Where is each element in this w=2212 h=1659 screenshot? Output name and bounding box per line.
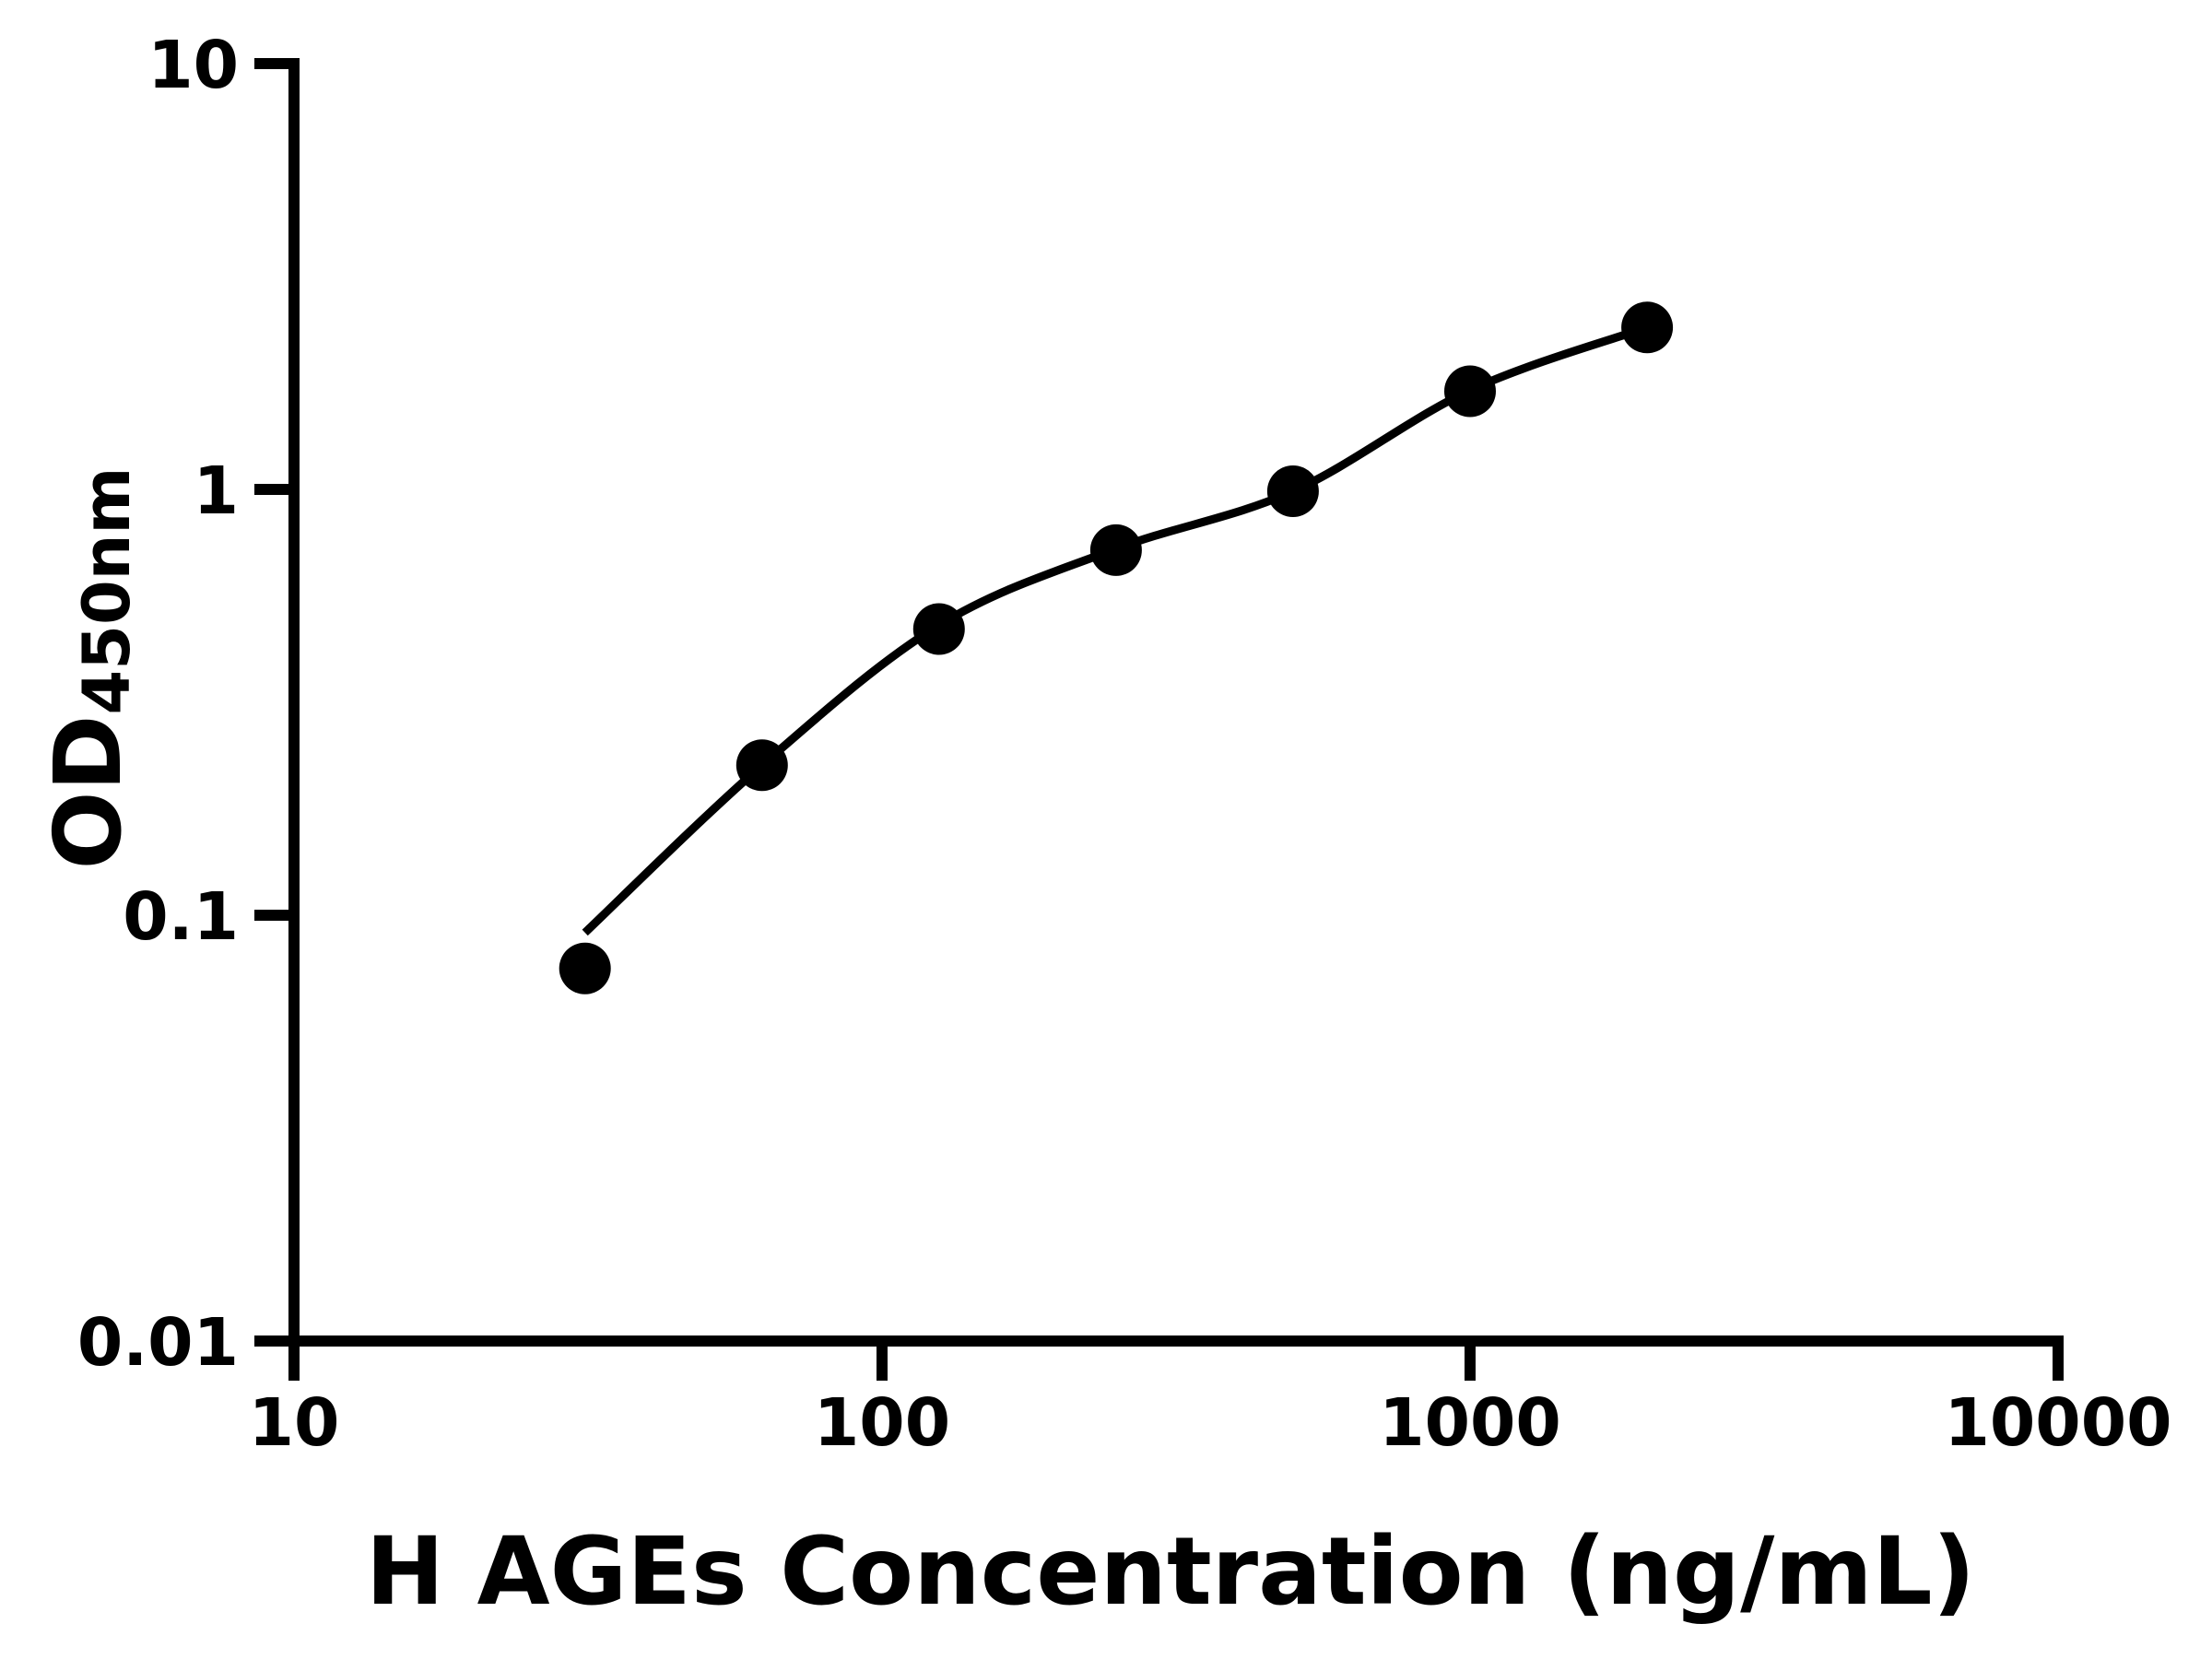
- x-tick-label: 1000: [1379, 1384, 1561, 1461]
- data-point: [1266, 465, 1319, 517]
- data-point: [1621, 301, 1674, 354]
- y-tick-label: 1: [194, 453, 239, 529]
- data-point: [912, 603, 965, 655]
- x-tick-label: 100: [814, 1384, 950, 1461]
- fit-curve-layer: [582, 324, 1649, 936]
- y-tick-label: 0.01: [77, 1304, 239, 1381]
- data-point: [1444, 365, 1496, 418]
- x-axis-title: H AGEs Concentration (ng/mL): [366, 1517, 1975, 1627]
- y-tick-label: 0.1: [123, 878, 239, 955]
- data-point: [1089, 524, 1142, 576]
- y-tick-label: 10: [147, 27, 239, 103]
- data-point: [735, 739, 788, 792]
- x-tick-label: 10: [249, 1384, 340, 1461]
- y-axis-title: OD450nm: [34, 467, 145, 870]
- fit-curve-path: [582, 324, 1649, 936]
- data-points-layer: [559, 301, 1674, 994]
- data-point: [559, 942, 611, 994]
- y-axis-title-subscript: 450nm: [69, 467, 145, 715]
- x-tick-label: 10000: [1944, 1384, 2171, 1461]
- y-axis-title-main: OD: [34, 714, 142, 869]
